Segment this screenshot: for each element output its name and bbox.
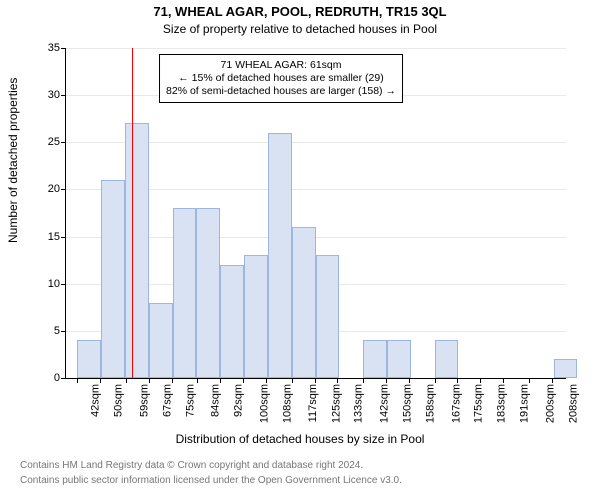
x-tick — [100, 378, 101, 383]
x-tick — [243, 378, 244, 383]
annotation-line-3: 82% of semi-detached houses are larger (… — [166, 85, 396, 98]
footer-line-2: Contains public sector information licen… — [20, 475, 402, 486]
annotation-box: 71 WHEAL AGAR: 61sqm ← 15% of detached h… — [159, 54, 403, 103]
x-tick — [529, 378, 530, 383]
x-tick-label: 84sqm — [210, 384, 222, 417]
x-tick — [480, 378, 481, 383]
histogram-bar — [244, 255, 268, 378]
histogram-bar — [149, 303, 173, 378]
annotation-line-1: 71 WHEAL AGAR: 61sqm — [166, 59, 396, 72]
x-tick-label: 42sqm — [90, 384, 102, 417]
histogram-bar — [220, 265, 244, 378]
y-tick-label: 10 — [48, 278, 60, 290]
x-tick — [77, 378, 78, 383]
histogram-bar — [125, 123, 149, 378]
y-tick-label: 30 — [48, 89, 60, 101]
x-tick-label: 208sqm — [567, 384, 579, 423]
y-tick — [61, 331, 66, 332]
y-tick — [61, 378, 66, 379]
x-tick — [197, 378, 198, 383]
x-tick — [266, 378, 267, 383]
x-tick — [220, 378, 221, 383]
footer-line-1: Contains HM Land Registry data © Crown c… — [20, 460, 363, 471]
x-tick-label: 133sqm — [353, 384, 365, 423]
x-tick — [363, 378, 364, 383]
y-tick-label: 5 — [54, 325, 60, 337]
x-tick-label: 117sqm — [307, 384, 319, 422]
x-tick — [409, 378, 410, 383]
x-axis-label: Distribution of detached houses by size … — [0, 432, 600, 446]
x-tick-label: 67sqm — [161, 384, 173, 417]
reference-line — [132, 48, 133, 378]
histogram-bar — [196, 208, 220, 378]
x-tick — [292, 378, 293, 383]
plot-area: 0510152025303542sqm50sqm59sqm67sqm75sqm8… — [65, 48, 566, 379]
x-tick-label: 175sqm — [473, 384, 485, 423]
histogram-bar — [363, 340, 387, 378]
x-tick — [435, 378, 436, 383]
x-tick-label: 92sqm — [233, 384, 245, 417]
y-tick — [61, 95, 66, 96]
x-tick-label: 75sqm — [184, 384, 196, 417]
histogram-bar — [77, 340, 101, 378]
x-tick-label: 158sqm — [424, 384, 436, 423]
x-tick — [503, 378, 504, 383]
y-axis-label: Number of detached properties — [6, 78, 20, 243]
chart-container: 71, WHEAL AGAR, POOL, REDRUTH, TR15 3QL … — [0, 0, 600, 500]
chart-title: 71, WHEAL AGAR, POOL, REDRUTH, TR15 3QL — [0, 4, 600, 19]
x-tick — [457, 378, 458, 383]
y-tick — [61, 142, 66, 143]
x-tick — [337, 378, 338, 383]
histogram-bar — [101, 180, 125, 378]
x-tick-label: 200sqm — [544, 384, 556, 423]
x-tick — [386, 378, 387, 383]
x-tick-label: 100sqm — [259, 384, 271, 423]
histogram-bar — [292, 227, 316, 378]
x-tick-label: 183sqm — [496, 384, 508, 423]
histogram-bar — [316, 255, 340, 378]
y-tick-label: 20 — [48, 183, 60, 195]
histogram-bar — [387, 340, 411, 378]
y-tick — [61, 237, 66, 238]
y-tick-label: 15 — [48, 231, 60, 243]
y-tick — [61, 189, 66, 190]
y-tick-label: 25 — [48, 136, 60, 148]
x-tick — [552, 378, 553, 383]
x-tick-label: 167sqm — [450, 384, 462, 423]
x-tick-label: 191sqm — [519, 384, 531, 423]
x-tick-label: 150sqm — [402, 384, 414, 423]
y-tick-label: 35 — [48, 42, 60, 54]
x-tick-label: 59sqm — [139, 384, 151, 417]
y-tick — [61, 284, 66, 285]
histogram-bar — [268, 133, 292, 378]
y-tick-label: 0 — [54, 372, 60, 384]
histogram-bar — [173, 208, 197, 378]
x-tick — [172, 378, 173, 383]
x-tick-label: 125sqm — [330, 384, 342, 423]
x-tick-label: 108sqm — [282, 384, 294, 423]
chart-subtitle: Size of property relative to detached ho… — [0, 22, 600, 36]
gridline — [66, 48, 566, 49]
annotation-line-2: ← 15% of detached houses are smaller (29… — [166, 72, 396, 85]
histogram-bar — [554, 359, 578, 378]
x-tick-label: 142sqm — [379, 384, 391, 423]
histogram-bar — [435, 340, 459, 378]
x-tick-label: 50sqm — [113, 384, 125, 417]
x-tick — [149, 378, 150, 383]
x-tick — [315, 378, 316, 383]
x-tick — [126, 378, 127, 383]
y-tick — [61, 48, 66, 49]
